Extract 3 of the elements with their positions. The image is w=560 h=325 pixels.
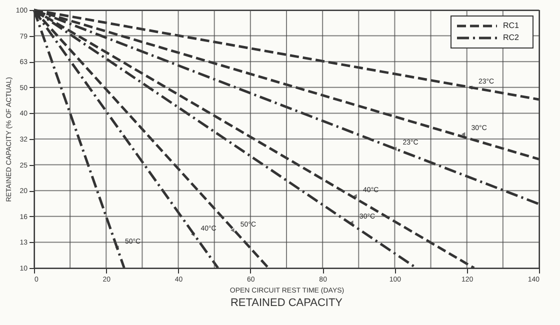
legend-label: RC1 [503,21,520,30]
legend-label: RC2 [503,33,520,42]
text: RETAINED CAPACITY [230,297,344,309]
